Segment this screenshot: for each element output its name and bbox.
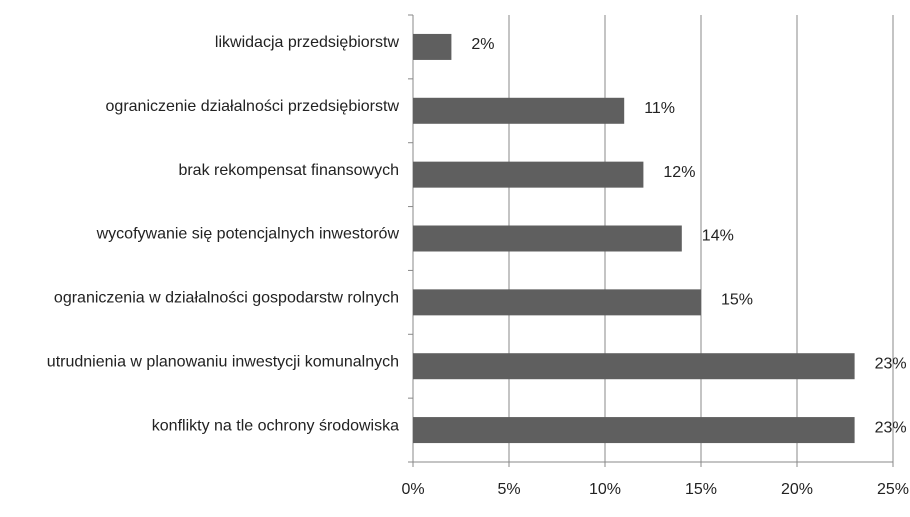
data-label: 12%	[663, 164, 695, 181]
x-tick-label: 10%	[589, 481, 621, 498]
bar	[413, 33, 452, 60]
y-tick-label: wycofywanie się potencjalnych inwestorów	[96, 226, 400, 243]
bar	[413, 417, 855, 444]
data-label: 2%	[471, 36, 494, 53]
data-label: 14%	[702, 228, 734, 245]
x-tick-label: 20%	[781, 481, 813, 498]
x-tick-label: 5%	[497, 481, 520, 498]
x-tick-label: 0%	[401, 481, 424, 498]
data-label: 15%	[721, 292, 753, 309]
bar	[413, 97, 625, 124]
data-label: 23%	[875, 419, 907, 436]
y-tick-label: brak rekompensat finansowych	[178, 162, 399, 179]
bar	[413, 225, 682, 252]
y-tick-label: likwidacja przedsiębiorstw	[215, 34, 400, 51]
bar	[413, 161, 644, 188]
bar	[413, 353, 855, 380]
bar	[413, 289, 701, 316]
y-tick-label: ograniczenia w działalności gospodarstw …	[54, 290, 399, 307]
y-tick-label: ograniczenie działalności przedsiębiorst…	[106, 98, 400, 115]
y-tick-label: utrudnienia w planowaniu inwestycji komu…	[47, 353, 399, 370]
y-tick-label: konflikty na tle ochrony środowiska	[152, 417, 399, 434]
x-tick-label: 15%	[685, 481, 717, 498]
data-label: 23%	[875, 355, 907, 372]
data-label: 11%	[644, 100, 675, 117]
x-tick-label: 25%	[877, 481, 909, 498]
